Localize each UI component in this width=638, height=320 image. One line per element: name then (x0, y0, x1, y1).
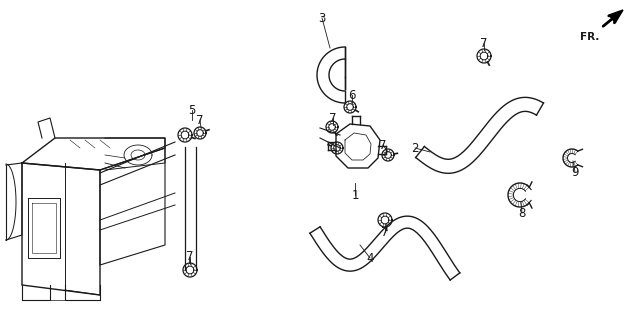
Text: 6: 6 (348, 89, 356, 101)
Text: 9: 9 (571, 165, 579, 179)
Text: 3: 3 (318, 12, 325, 25)
Text: 7: 7 (379, 139, 387, 151)
Text: 4: 4 (366, 252, 374, 265)
Text: FR.: FR. (580, 32, 599, 42)
Text: 8: 8 (518, 206, 526, 220)
Polygon shape (609, 10, 623, 23)
Text: 7: 7 (382, 226, 389, 238)
Text: 7: 7 (186, 251, 194, 263)
Text: 1: 1 (352, 188, 359, 202)
Text: 7: 7 (329, 111, 337, 124)
Text: 7: 7 (197, 114, 204, 126)
Text: 5: 5 (188, 103, 196, 116)
Text: 7: 7 (480, 36, 487, 50)
Text: 2: 2 (412, 141, 419, 155)
